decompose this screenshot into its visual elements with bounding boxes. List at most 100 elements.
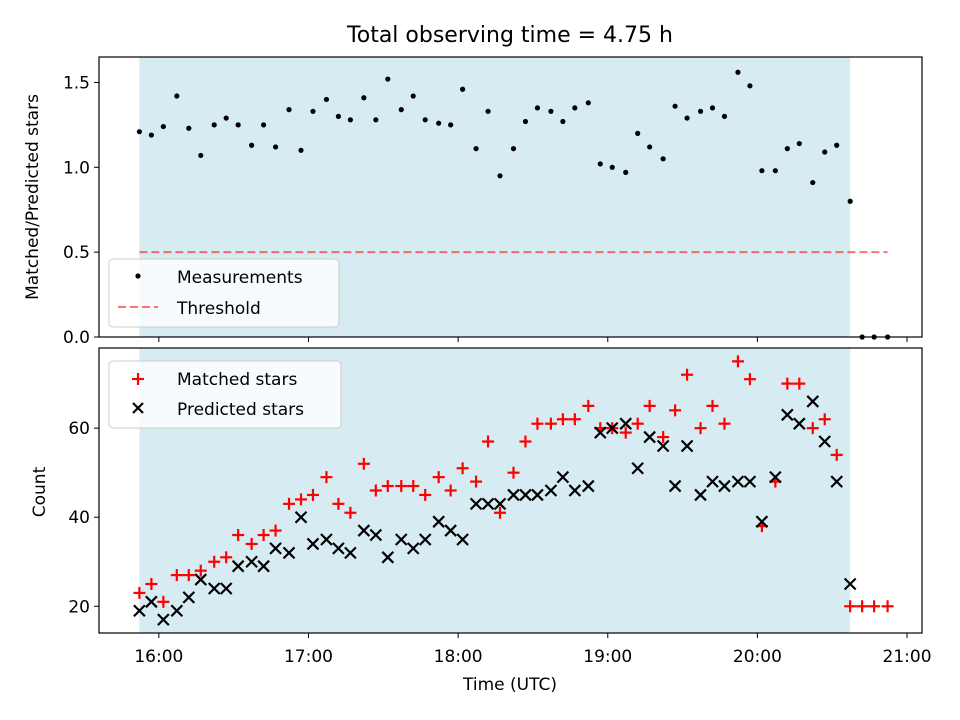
- matched-star-point: [269, 524, 282, 537]
- predicted-star-point: [568, 484, 582, 497]
- legend-predicted-marker: [132, 402, 144, 414]
- top-y-tick-label: 0.5: [63, 243, 90, 263]
- bottom-x-tick-label: 19:00: [583, 647, 632, 667]
- measurement-point: [560, 118, 566, 125]
- measurement-point: [335, 113, 342, 119]
- measurement-point: [721, 113, 728, 119]
- predicted-star-point: [769, 470, 782, 484]
- predicted-star-point: [507, 488, 520, 502]
- matched-star-point: [157, 595, 170, 608]
- measurement-point: [822, 149, 828, 155]
- matched-star-point: [395, 480, 408, 493]
- predicted-star-point: [668, 479, 682, 493]
- matched-star-point: [145, 578, 158, 591]
- predicted-star-point: [830, 475, 843, 488]
- measurement-point: [223, 115, 229, 121]
- predicted-star-point: [818, 435, 832, 448]
- matched-star-point: [320, 471, 333, 484]
- bottom-x-tick-label: 20:00: [733, 647, 782, 667]
- predicted-star-point: [182, 591, 196, 604]
- predicted-star-point: [207, 582, 221, 595]
- measurement-point: [385, 76, 391, 82]
- measurement-point: [186, 125, 192, 131]
- measurement-point: [759, 168, 765, 174]
- legend-matched-label: Matched stars: [177, 370, 297, 390]
- predicted-star-point: [157, 613, 170, 626]
- matched-star-point: [582, 399, 595, 412]
- bottom-y-axis-label: Count: [30, 466, 50, 517]
- predicted-star-point: [731, 475, 745, 488]
- measurement-point: [784, 146, 790, 152]
- measurement-point: [148, 132, 154, 138]
- predicted-star-point: [231, 559, 245, 573]
- matched-star-point: [806, 422, 819, 435]
- predicted-star-point: [381, 551, 395, 564]
- measurement-point: [373, 117, 379, 123]
- bottom-legend: Matched stars Predicted stars: [108, 360, 342, 429]
- measurement-point: [448, 122, 454, 128]
- measurement-point: [160, 123, 166, 130]
- predicted-star-point: [631, 461, 644, 475]
- matched-star-point: [283, 497, 296, 510]
- matched-star-point: [556, 413, 569, 426]
- measurement-point: [672, 103, 678, 109]
- matched-star-point: [257, 529, 270, 542]
- matched-star-point: [868, 600, 881, 613]
- matched-star-point: [182, 569, 195, 582]
- matched-star-point: [332, 497, 345, 510]
- predicted-star-point: [706, 475, 719, 488]
- matched-star-point: [357, 457, 370, 470]
- measurement-point: [534, 105, 541, 111]
- matched-star-point: [830, 448, 843, 461]
- bottom-star-points: [133, 355, 894, 626]
- predicted-star-point: [444, 524, 457, 537]
- x-axis-label: Time (UTC): [462, 675, 557, 695]
- matched-star-point: [295, 493, 308, 506]
- predicted-star-point: [269, 542, 282, 555]
- predicted-star-point: [282, 546, 296, 560]
- measurement-point: [735, 69, 741, 75]
- measurement-point: [460, 86, 466, 92]
- top-axes-frame: [98, 56, 923, 338]
- measurement-point: [261, 122, 267, 128]
- measurement-point: [211, 122, 217, 128]
- bottom-x-tick-label: 17:00: [284, 647, 333, 667]
- matched-star-point: [781, 377, 794, 390]
- measurement-point: [847, 198, 853, 204]
- measurement-point: [235, 122, 241, 128]
- predicted-star-point: [519, 488, 532, 502]
- bottom-axes-frame: [98, 347, 923, 634]
- top-legend: Measurements Threshold: [108, 258, 340, 328]
- predicted-star-point: [357, 524, 371, 537]
- bottom-x-tick-label: 18:00: [434, 647, 483, 667]
- predicted-star-point: [493, 497, 507, 511]
- measurement-point: [174, 93, 180, 99]
- matched-star-point: [245, 537, 258, 550]
- predicted-star-point: [680, 439, 694, 453]
- chart-title: Total observing time = 4.75 h: [346, 23, 673, 48]
- matched-star-point: [208, 555, 221, 568]
- matched-star-point: [470, 475, 483, 488]
- measurement-point: [436, 120, 442, 126]
- measurement-point: [398, 107, 404, 113]
- measurement-point: [249, 142, 255, 148]
- measurement-point: [422, 117, 428, 123]
- measurement-point: [272, 144, 279, 150]
- measurement-point: [310, 108, 316, 114]
- legend-predicted-label: Predicted stars: [177, 400, 304, 420]
- matched-star-point: [657, 431, 670, 444]
- measurement-point: [697, 108, 704, 114]
- predicted-star-point: [369, 528, 383, 542]
- predicted-star-point: [306, 537, 320, 551]
- predicted-star-point: [843, 577, 857, 591]
- predicted-star-point: [582, 479, 595, 493]
- predicted-star-point: [544, 484, 558, 497]
- predicted-star-point: [245, 555, 258, 569]
- matched-star-point: [694, 422, 707, 435]
- measurement-point: [497, 173, 503, 179]
- predicted-star-point: [194, 573, 208, 586]
- top-y-axis-label: Matched/Predicted stars: [23, 94, 43, 300]
- measurement-point: [361, 95, 367, 101]
- matched-star-point: [519, 435, 532, 448]
- measurement-point: [198, 152, 204, 159]
